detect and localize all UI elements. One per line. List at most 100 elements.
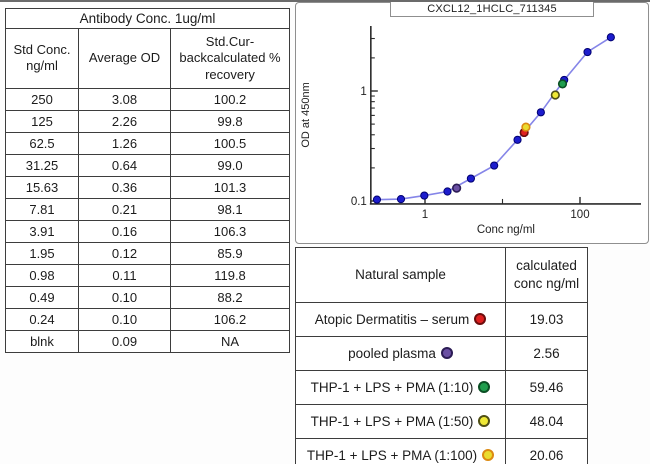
sample-point xyxy=(550,90,560,100)
table-header-row: Natural sample calculated conc ng/ml xyxy=(295,247,588,303)
standard-point xyxy=(420,191,429,200)
table-row: Atopic Dermatitis – serum 19.03 xyxy=(295,302,588,337)
sample-point xyxy=(452,183,462,193)
cell: 0.24 xyxy=(5,307,79,331)
table-row: pooled plasma 2.56 xyxy=(295,336,588,371)
cell: 0.10 xyxy=(78,307,171,331)
cell: 15.63 xyxy=(5,175,79,199)
standard-point xyxy=(583,47,592,57)
standard-curve-line xyxy=(376,36,612,201)
table-header-row: Std Conc. ng/ml Average OD Std.Cur- back… xyxy=(5,28,291,89)
standard-point xyxy=(513,135,522,144)
sample-color-dot xyxy=(478,415,491,427)
cell: 2.26 xyxy=(78,109,171,133)
cell: 101.3 xyxy=(169,175,291,199)
y-tick-label: 1 xyxy=(360,86,366,98)
y-tick-label: 0.1 xyxy=(351,196,367,208)
sample-label: THP-1 + LPS + PMA (1:100) xyxy=(306,448,478,463)
table-row: 7.81 0.21 98.1 xyxy=(5,197,291,221)
table-row: 0.98 0.11 119.8 xyxy=(5,263,291,287)
sample-value-cell: 19.03 xyxy=(505,302,588,337)
sample-value-cell: 59.46 xyxy=(505,370,588,405)
cell: 0.98 xyxy=(5,263,79,287)
standard-table-title: Antibody Conc. 1ug/ml xyxy=(4,8,291,29)
standard-point xyxy=(396,195,406,204)
standard-curve-chart: CXCL12_1HCLC_711345 0.1 1 1 100 OD at 450nm C… xyxy=(295,2,649,244)
standard-curve-table: Antibody Conc. 1ug/ml Std Conc. ng/ml Av… xyxy=(4,8,291,353)
sample-label: THP-1 + LPS + PMA (1:50) xyxy=(310,414,474,429)
standard-point xyxy=(536,108,545,117)
cell: 0.12 xyxy=(78,241,171,265)
table-row: THP-1 + LPS + PMA (1:50) 48.04 xyxy=(295,404,588,439)
table-row: 62.5 1.26 100.5 xyxy=(5,131,291,155)
cell: 106.2 xyxy=(169,307,291,331)
standard-point xyxy=(490,161,499,170)
table-row: THP-1 + LPS + PMA (1:10) 59.46 xyxy=(295,370,588,405)
cell: 0.21 xyxy=(78,197,171,221)
standard-point xyxy=(606,33,615,42)
table-row: THP-1 + LPS + PMA (1:100) 20.06 xyxy=(295,438,588,464)
sample-label: THP-1 + LPS + PMA (1:10) xyxy=(310,380,474,395)
cell: 100.5 xyxy=(169,131,291,155)
cell: 85.9 xyxy=(169,241,291,265)
cell: 98.1 xyxy=(169,197,291,221)
sample-label: pooled plasma xyxy=(348,346,436,361)
col-header-recovery: Std.Cur- backcalculated % recovery xyxy=(169,28,291,89)
top-divider xyxy=(0,0,650,2)
col-header-std-conc: Std Conc. ng/ml xyxy=(5,28,79,89)
table-row: 3.91 0.16 106.3 xyxy=(5,219,291,243)
sample-label-cell: THP-1 + LPS + PMA (1:10) xyxy=(295,370,506,405)
cell: 88.2 xyxy=(169,285,291,309)
cell: 100.2 xyxy=(169,87,291,111)
standard-point xyxy=(443,187,452,196)
table-row: blnk 0.09 NA xyxy=(5,329,291,353)
standard-point xyxy=(372,195,382,204)
y-axis-label: OD at 450nm xyxy=(300,82,312,147)
sample-label: Atopic Dermatitis – serum xyxy=(314,312,470,327)
cell: NA xyxy=(169,329,291,353)
table-row: 0.49 0.10 88.2 xyxy=(5,285,291,309)
table-row: 125 2.26 99.8 xyxy=(5,109,291,133)
sample-point xyxy=(557,79,568,89)
cell: blnk xyxy=(5,329,79,353)
cell: 0.49 xyxy=(5,285,79,309)
cell: 3.08 xyxy=(78,87,171,111)
cell: 106.3 xyxy=(169,219,291,243)
cell: 7.81 xyxy=(5,197,79,221)
sample-color-dot xyxy=(478,381,491,393)
col-header-calculated-conc: calculated conc ng/ml xyxy=(505,247,588,303)
cell: 99.0 xyxy=(169,153,291,177)
cell: 99.8 xyxy=(169,109,291,133)
cell: 0.10 xyxy=(78,285,171,309)
cell: 250 xyxy=(5,87,79,111)
cell: 3.91 xyxy=(5,219,79,243)
cell: 125 xyxy=(5,109,79,133)
cell: 0.16 xyxy=(78,219,171,243)
cell: 0.11 xyxy=(78,263,171,287)
sample-label-cell: Atopic Dermatitis – serum xyxy=(295,302,506,337)
chart-title: CXCL12_1HCLC_711345 xyxy=(390,2,594,17)
natural-sample-table: Natural sample calculated conc ng/ml Ato… xyxy=(295,247,588,464)
x-tick-label: 1 xyxy=(422,209,428,221)
sample-color-dot xyxy=(482,449,495,461)
col-header-average-od: Average OD xyxy=(78,28,171,89)
cell: 0.64 xyxy=(78,153,171,177)
sample-color-dot xyxy=(440,347,453,359)
cell: 0.36 xyxy=(78,175,171,199)
sample-label-cell: THP-1 + LPS + PMA (1:100) xyxy=(295,438,506,464)
cell: 62.5 xyxy=(5,131,79,155)
sample-value-cell: 2.56 xyxy=(505,336,588,371)
table-title-row: Antibody Conc. 1ug/ml xyxy=(4,8,291,29)
sample-value-cell: 20.06 xyxy=(505,438,588,464)
col-header-natural-sample: Natural sample xyxy=(295,247,506,303)
table-row: 31.25 0.64 99.0 xyxy=(5,153,291,177)
sample-point xyxy=(521,122,531,132)
cell: 119.8 xyxy=(169,263,291,287)
cell: 0.09 xyxy=(78,329,171,353)
cell: 1.95 xyxy=(5,241,79,265)
table-row: 1.95 0.12 85.9 xyxy=(5,241,291,265)
standard-point xyxy=(466,174,475,183)
sample-value-cell: 48.04 xyxy=(505,404,588,439)
chart-plot-area: 0.1 1 1 100 OD at 450nm Conc ng/ml xyxy=(300,25,641,236)
